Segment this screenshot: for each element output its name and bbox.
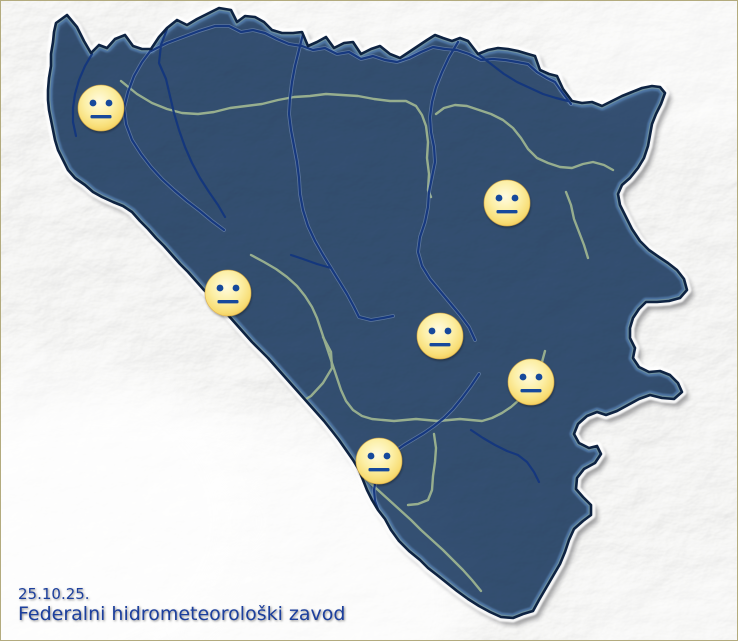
face-mouth	[496, 210, 518, 214]
face-eye	[89, 99, 97, 107]
markers-layer	[77, 84, 555, 485]
map-footer: 25.10.25. Federalni hidrometeorološki za…	[18, 585, 346, 626]
rivers	[71, 24, 573, 524]
city-weather-marker-3[interactable]	[204, 269, 252, 317]
city-weather-marker-2[interactable]	[483, 179, 531, 227]
face-mouth	[217, 300, 239, 304]
neutral-face-icon	[355, 437, 403, 485]
face-mouth	[429, 343, 451, 347]
face-eye	[216, 284, 224, 292]
face-eye	[367, 452, 375, 460]
face-eye	[444, 327, 452, 335]
city-weather-marker-6[interactable]	[355, 437, 403, 485]
neutral-face-icon	[483, 179, 531, 227]
face-eye	[535, 373, 543, 381]
city-weather-marker-5[interactable]	[507, 358, 555, 406]
city-weather-marker-4[interactable]	[416, 312, 464, 360]
organization-label: Federalni hidrometeorološki zavod	[18, 603, 346, 626]
face-eye	[495, 194, 503, 202]
neutral-face-icon	[204, 269, 252, 317]
face-eye	[383, 452, 391, 460]
neutral-face-icon	[416, 312, 464, 360]
face-eye	[105, 99, 113, 107]
face-eye	[519, 373, 527, 381]
face-mouth	[90, 115, 112, 119]
face-eye	[232, 284, 240, 292]
face-mouth	[520, 389, 542, 393]
face-eye	[428, 327, 436, 335]
neutral-face-icon	[77, 84, 125, 132]
city-weather-marker-1[interactable]	[77, 84, 125, 132]
face-eye	[511, 194, 519, 202]
neutral-face-icon	[507, 358, 555, 406]
date-label: 25.10.25.	[18, 585, 90, 603]
face-mouth	[368, 468, 390, 472]
